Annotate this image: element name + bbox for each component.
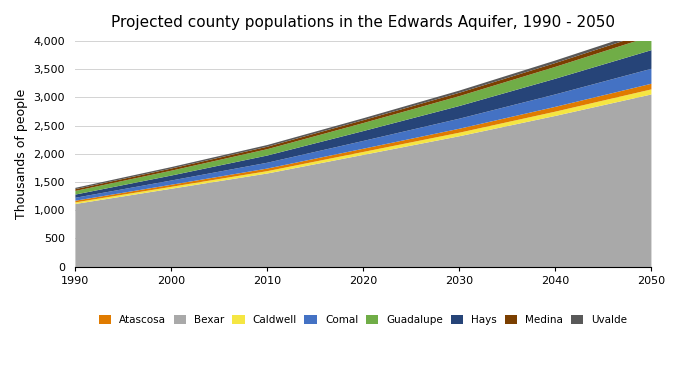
Legend: Atascosa, Bexar, Caldwell, Comal, Guadalupe, Hays, Medina, Uvalde: Atascosa, Bexar, Caldwell, Comal, Guadal… — [95, 311, 632, 329]
Title: Projected county populations in the Edwards Aquifer, 1990 - 2050: Projected county populations in the Edwa… — [111, 15, 615, 30]
Y-axis label: Thousands of people: Thousands of people — [15, 89, 28, 219]
